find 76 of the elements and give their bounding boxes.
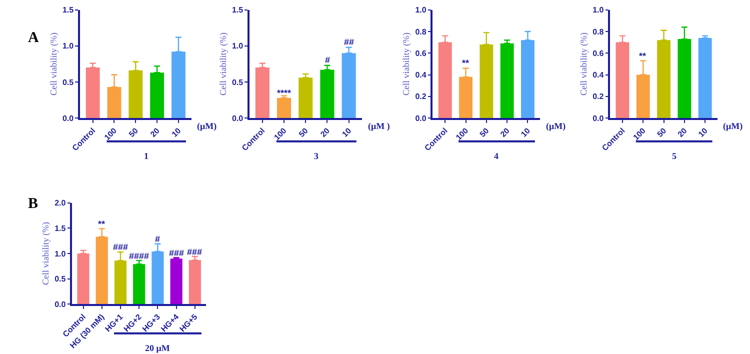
annotation: # [325,55,330,65]
text: 4 [494,151,499,161]
bar [298,78,313,118]
y-tick-label: 1.5 [232,6,244,15]
y-tick-label: 0.4 [415,70,427,80]
y-tick-label: 0.5 [62,78,74,87]
bar [188,260,201,304]
x-tick-label: 10 [519,126,532,139]
x-tick-label: 10 [170,126,184,139]
y-tick-label: 0.4 [592,70,604,80]
y-tick-label: 0.0 [62,114,74,123]
text: (μM) [197,121,217,131]
x-tick-label: 20 [148,126,162,139]
y-tick-label: 0.8 [592,27,604,36]
x-tick-label: 100 [454,126,470,142]
text: (μM) [723,121,743,131]
x-tick-label: 50 [297,126,310,139]
text: A [28,30,39,46]
text: (μM ) [368,121,390,131]
text: 3 [314,151,319,161]
x-tick-label: 20 [676,126,690,139]
x-tick-label: 100 [272,126,289,142]
y-axis-title: Cell viability (%) [48,32,58,96]
y-axis-title: Cell viability (%) [218,32,228,96]
y-axis-title: Cell viability (%) [401,32,412,96]
y-tick-label: 0.8 [415,27,427,36]
annotation: ** [639,51,646,61]
y-tick-label: 0.0 [54,300,66,309]
bar [276,98,292,118]
y-tick-label: 0.0 [592,114,604,123]
text: B [28,196,38,212]
y-tick-label: 0.2 [592,92,604,102]
x-tick-label: 10 [340,126,354,139]
y-tick-label: 1.0 [54,249,66,258]
x-tick-label: 20 [498,126,512,139]
y-tick-label: 0.6 [592,48,604,58]
annotation: ### [169,248,184,258]
annotation: ** [98,219,106,229]
y-tick-label: 0.5 [54,274,66,284]
y-tick-label: 1.0 [415,6,427,15]
y-tick-label: 1.5 [62,6,74,15]
annotation: # [155,234,160,244]
x-tick-label: 20 [318,126,332,139]
bar [698,38,712,118]
bar [500,43,514,118]
annotation: **** [277,88,292,98]
text: 1 [144,151,149,161]
y-tick-label: 1.5 [54,224,66,233]
y-tick-label: 1.0 [592,6,604,15]
annotation: ** [462,58,470,68]
annotation: #### [129,251,150,261]
y-tick-label: 2.0 [54,198,66,208]
annotation: ### [113,242,128,252]
annotation: ### [187,247,202,257]
y-tick-label: 0.5 [232,78,244,87]
x-tick-label: 50 [127,126,140,139]
x-tick-label: 10 [696,126,710,139]
y-tick-label: 0.0 [232,114,244,123]
y-tick-label: 0.2 [415,92,427,102]
y-axis-title: Cell viability (%) [578,32,588,96]
text: 5 [672,151,677,161]
bar [133,264,146,304]
x-tick-label: 100 [102,126,119,142]
y-tick-label: 1.0 [232,42,244,51]
text: 20 μM [145,343,170,353]
x-tick-label: 50 [478,126,492,139]
x-tick-label: 100 [632,126,648,142]
bar [77,253,90,304]
annotation: ## [344,37,354,47]
text: (μM) [546,121,566,131]
y-tick-label: 1.0 [62,42,74,51]
bar [170,258,182,304]
y-axis-title: Cell viability (%) [40,222,50,285]
y-tick-label: 0.6 [415,48,427,58]
x-tick-label: 50 [655,126,668,139]
y-tick-label: 0.0 [415,114,427,123]
